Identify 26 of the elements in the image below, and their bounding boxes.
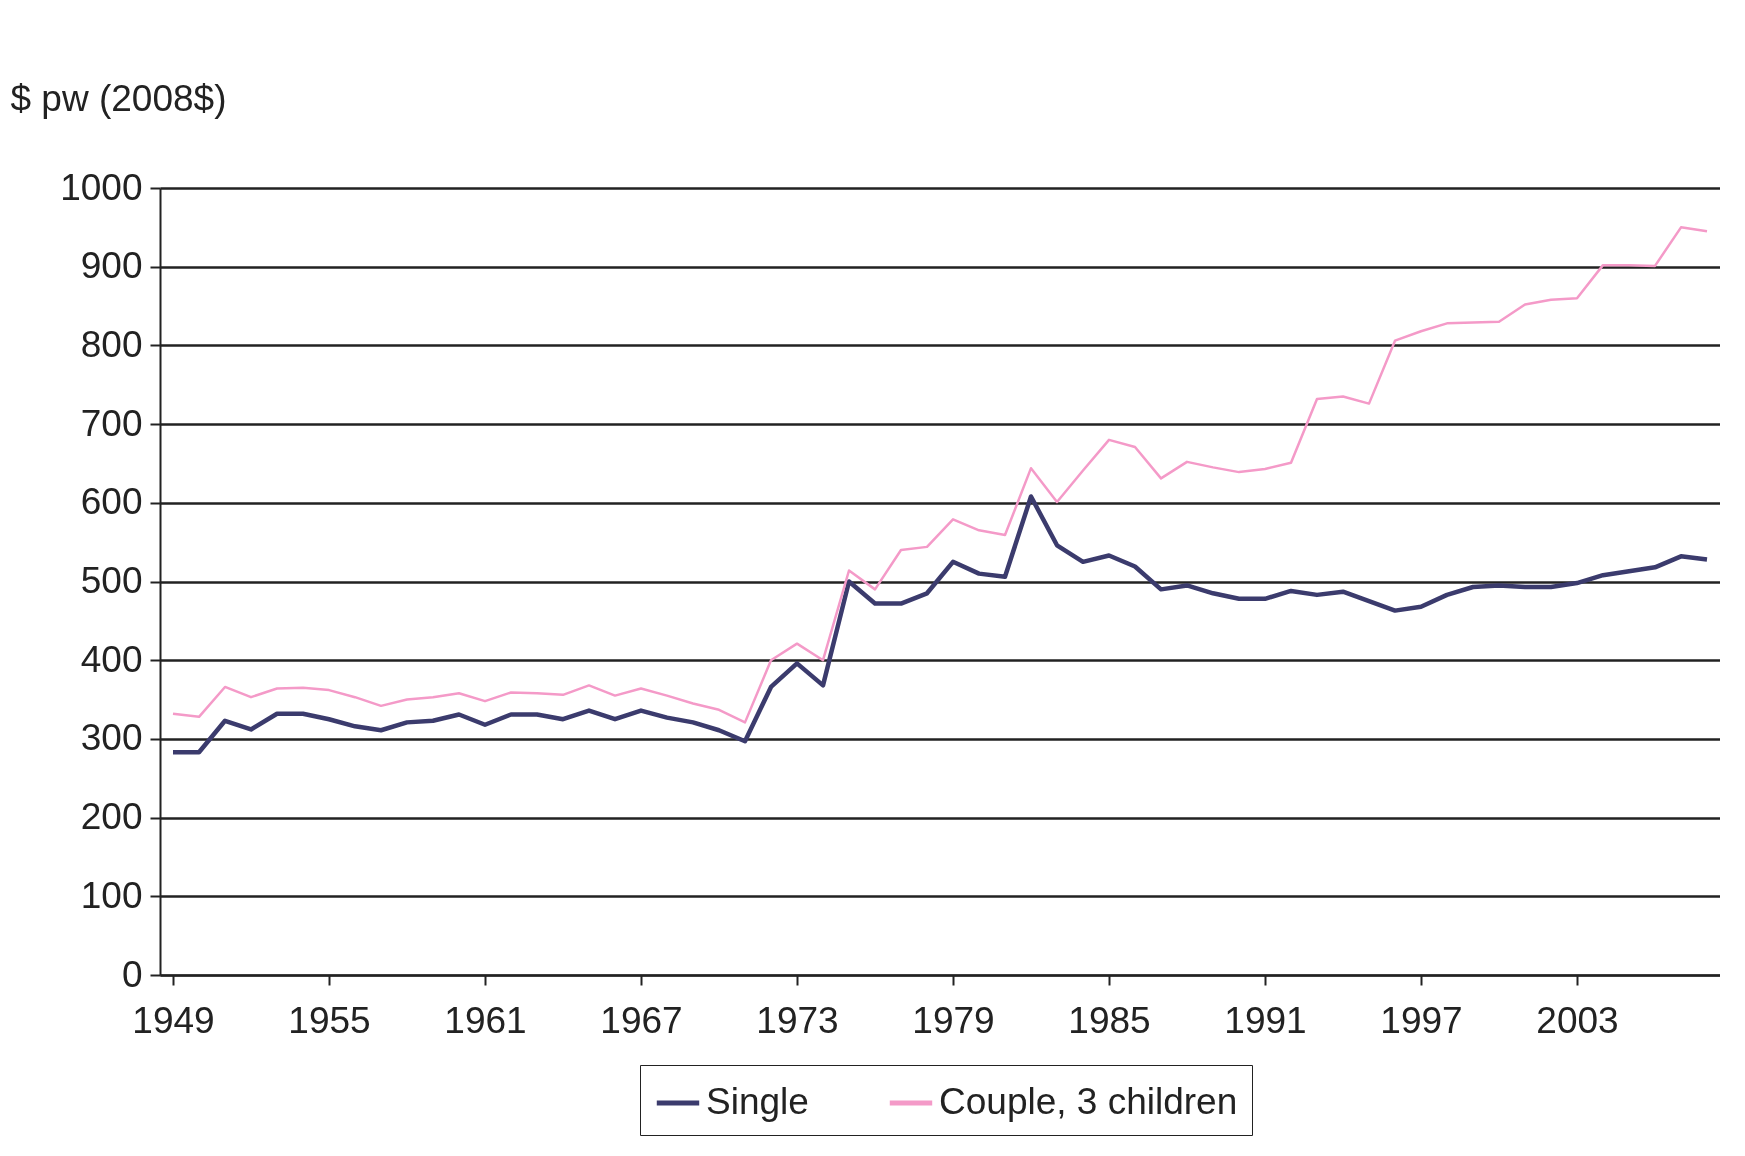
x-tick-label: 1967 [600,999,683,1041]
y-tick-label: 700 [80,402,143,444]
x-tick-label: 1961 [444,999,527,1041]
y-tick-label: 0 [121,953,143,995]
y-tick-label: 800 [80,323,143,365]
x-tick-label: 1973 [756,999,839,1041]
y-tick-label: 600 [80,481,143,523]
y-tick-label: 1000 [60,166,143,208]
line-series [171,226,1709,724]
y-tick-label: 100 [80,874,143,916]
x-tick-label: 1991 [1224,999,1307,1041]
x-tick-label: 1997 [1380,999,1463,1041]
y-tick-label: 200 [80,796,143,838]
y-tick-label: 400 [80,638,143,680]
y-tick-label: 900 [80,245,143,287]
x-tick-label: 1979 [912,999,995,1041]
x-tick-label: 1985 [1068,999,1151,1041]
y-tick-label: 300 [80,717,143,759]
legend-label: Single [706,1081,809,1122]
line-series [170,494,1710,755]
x-tick-label: 1949 [132,999,215,1041]
legend-label: Couple, 3 children [939,1081,1238,1122]
x-tick-label: 2003 [1536,999,1619,1041]
y-axis-title: $ pw (2008$) [10,77,227,119]
y-tick-label: 500 [80,560,143,601]
x-tick-label: 1955 [288,999,371,1041]
